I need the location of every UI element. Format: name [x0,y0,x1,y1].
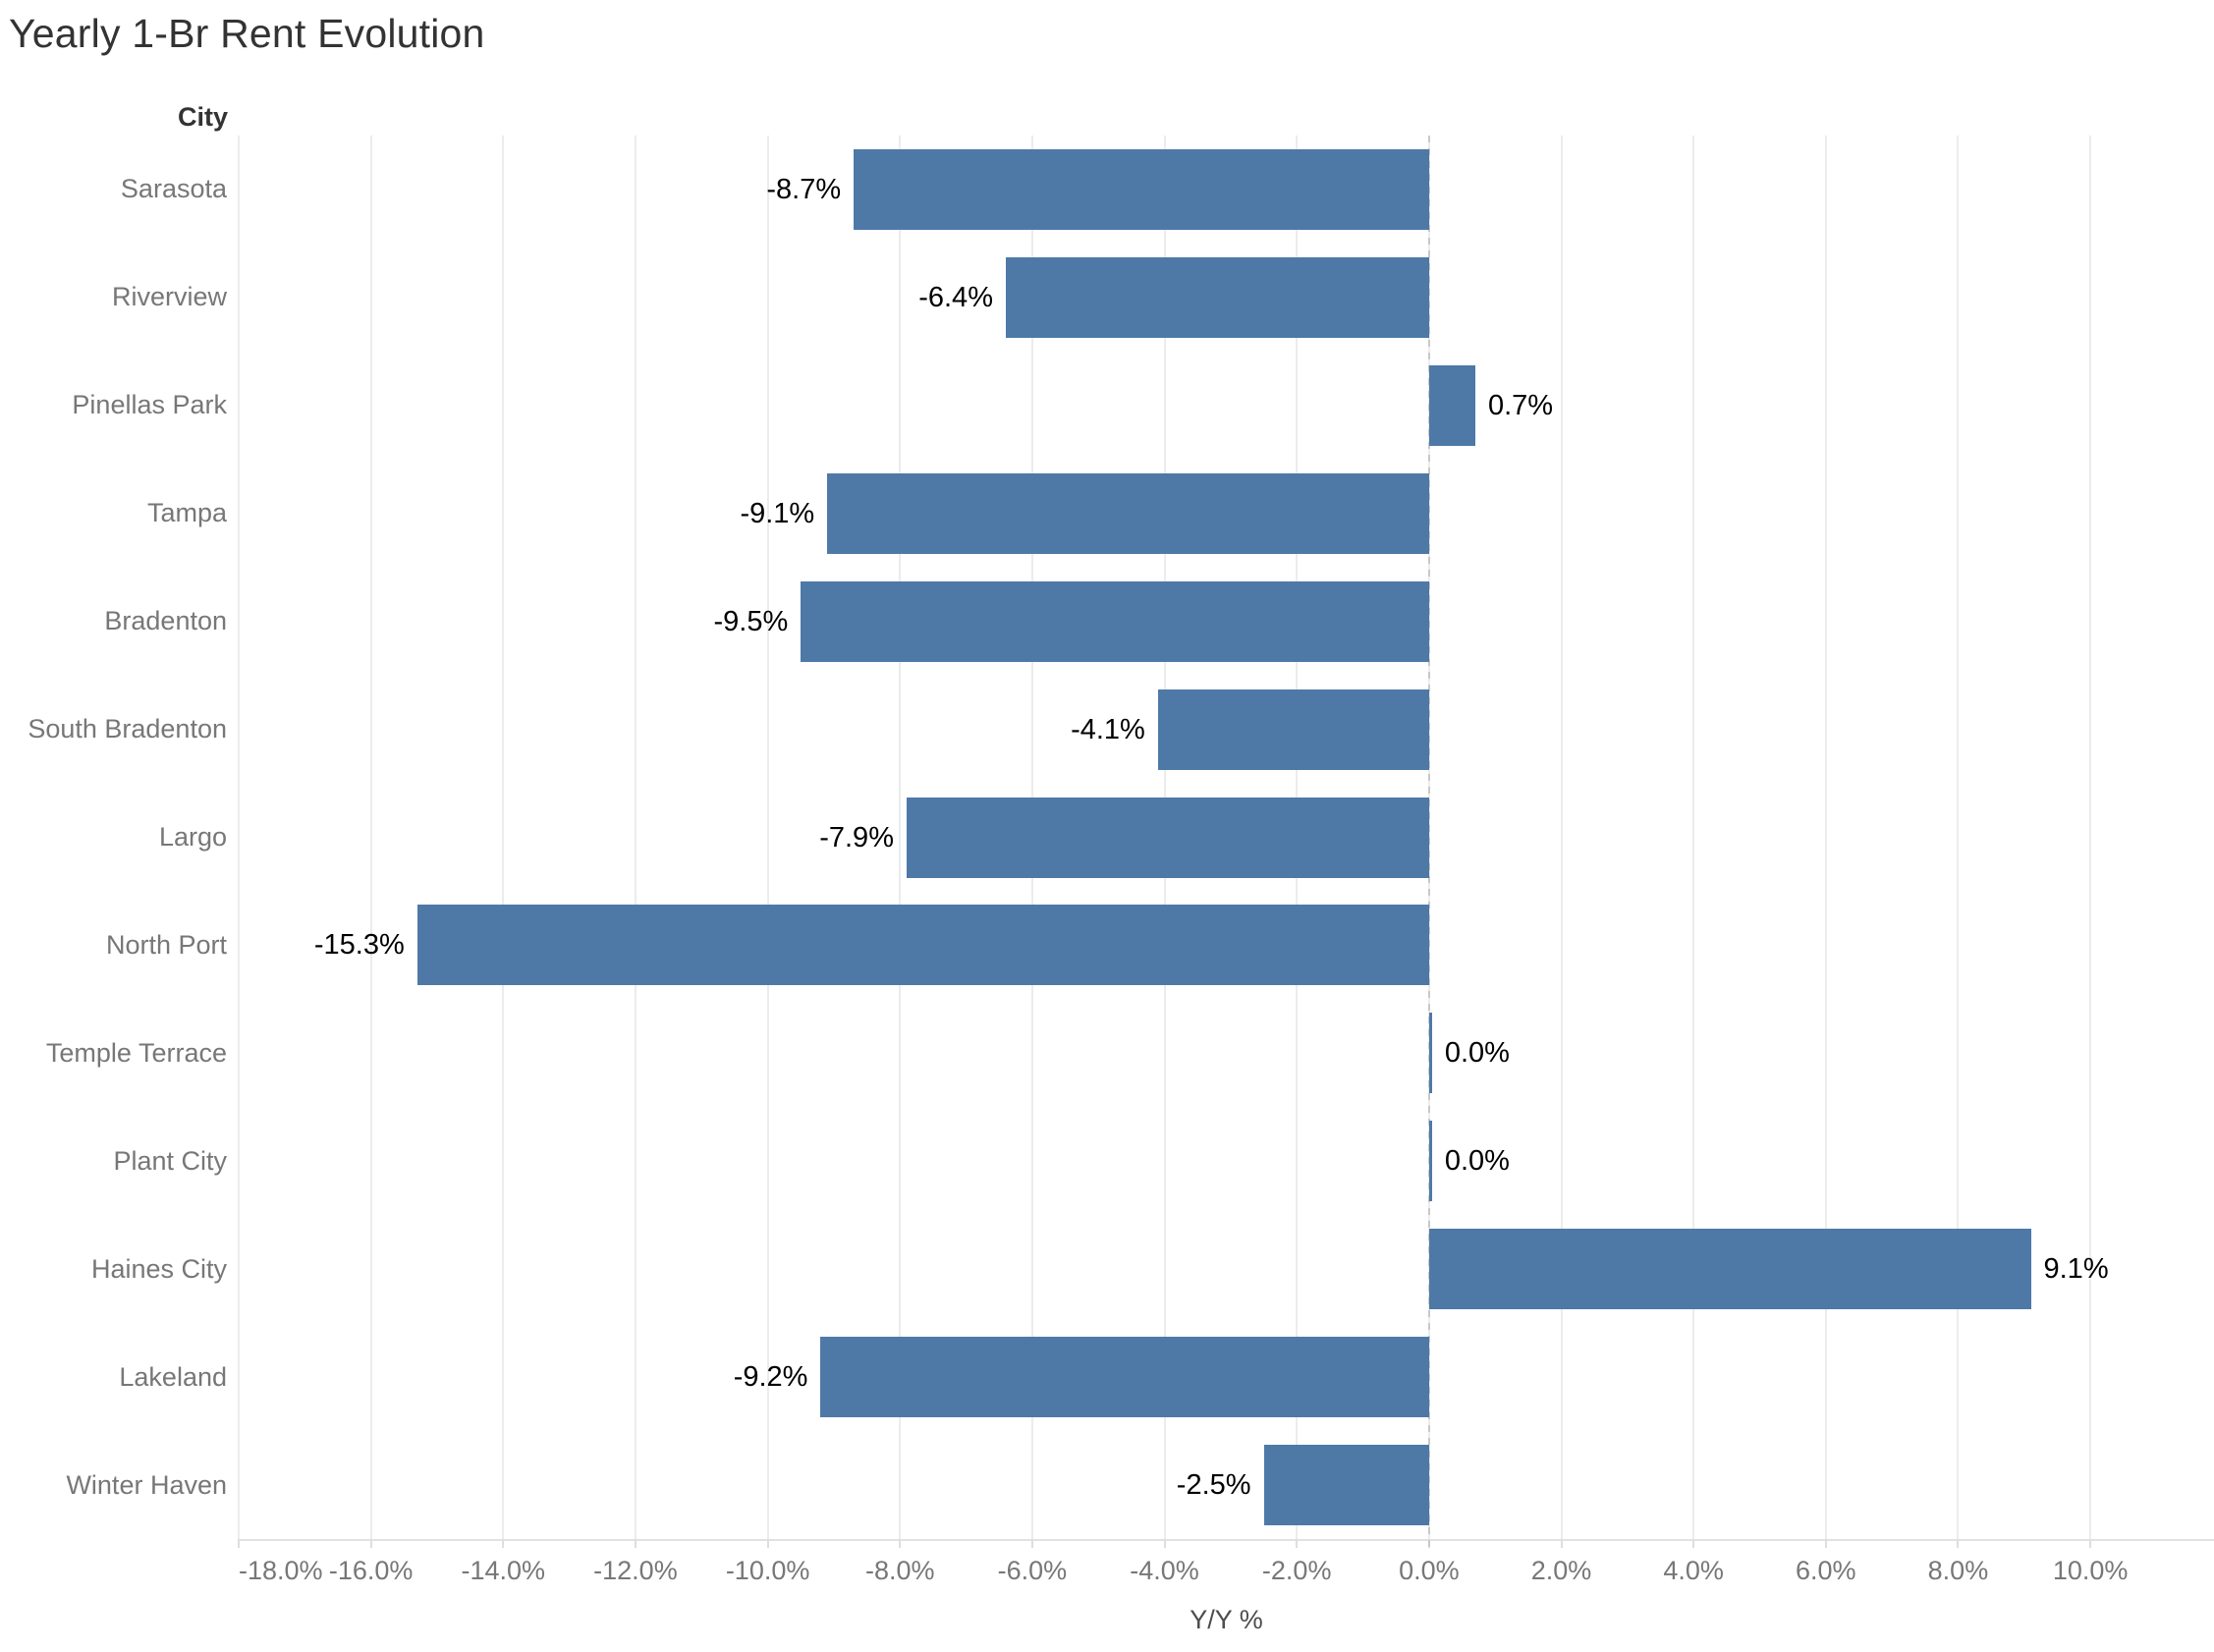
row-label-tampa: Tampa [146,498,227,528]
gridline [766,136,769,1539]
x-tick-label: -16.0% [328,1556,414,1585]
row-label-north-port: North Port [105,929,227,960]
tick-mark [766,1539,769,1548]
bar-temple-terrace[interactable] [1428,1013,1432,1094]
tick-mark [1560,1539,1563,1548]
value-label-haines-city: 9.1% [2043,1253,2109,1286]
x-tick-label: 0.0% [1399,1556,1460,1585]
gridline [1957,136,1960,1539]
bar-sarasota[interactable] [854,148,1429,230]
tick-mark [1692,1539,1695,1548]
value-label-pinellas-park: 0.7% [1487,389,1554,421]
value-label-largo: -7.9% [819,821,894,854]
x-tick-label: -4.0% [1130,1556,1199,1585]
row-label-haines-city: Haines City [90,1253,227,1284]
row-label-plant-city: Plant City [113,1145,227,1176]
gridline [1824,136,1827,1539]
gridline [2089,136,2092,1539]
tick-mark [899,1539,902,1548]
value-label-bradenton: -9.5% [713,605,789,637]
value-label-tampa: -9.1% [740,497,815,529]
plot-area: -18.0% -16.0% -14.0% -12.0% -10.0% -8.0% -6.0%… [238,136,2214,1585]
row-label-sarasota: Sarasota [120,174,227,204]
bar-lakeland[interactable] [820,1337,1429,1418]
tick-mark [1957,1539,1960,1548]
value-label-sarasota: -8.7% [766,173,842,205]
gridline [238,136,240,1539]
x-tick-label: -8.0% [864,1556,935,1585]
x-tick-label: 10.0% [2052,1556,2129,1585]
bar-haines-city[interactable] [1428,1229,2031,1310]
bar-plant-city[interactable] [1428,1121,1432,1202]
x-tick-label: -12.0% [593,1556,678,1585]
value-label-south-bradenton: -4.1% [1071,713,1145,745]
gridline [634,136,637,1539]
x-tick-label: 6.0% [1796,1556,1856,1585]
bar-pinellas-park[interactable] [1428,364,1475,446]
bar-winter-haven[interactable] [1263,1445,1429,1526]
tick-mark [1824,1539,1827,1548]
gridline [369,136,372,1539]
row-label-south-bradenton: South Bradenton [28,714,227,744]
row-label-winter-haven: Winter Haven [66,1469,227,1500]
x-tick-label: 2.0% [1530,1556,1592,1585]
gridline [502,136,505,1539]
tick-mark [1296,1539,1299,1548]
gridline [1692,136,1695,1539]
row-label-temple-terrace: Temple Terrace [45,1037,227,1068]
bar-riverview[interactable] [1005,256,1429,338]
tick-mark [1163,1539,1166,1548]
x-tick-label: -2.0% [1261,1556,1332,1585]
bar-south-bradenton[interactable] [1157,688,1429,770]
tick-mark [2089,1539,2092,1548]
row-label-lakeland: Lakeland [119,1361,227,1392]
tick-mark [238,1539,240,1548]
x-tick-label: -14.0% [461,1556,546,1585]
tick-mark [634,1539,637,1548]
tick-mark [1030,1539,1033,1548]
x-axis-title: Y/Y % [1190,1605,1263,1634]
value-label-north-port: -15.3% [313,929,405,962]
row-label-riverview: Riverview [111,282,227,312]
gridline [899,136,902,1539]
tick-mark [369,1539,372,1548]
x-tick-label: 8.0% [1927,1556,1989,1585]
x-tick-label: -6.0% [997,1556,1068,1585]
x-tick-label: -10.0% [725,1556,810,1585]
row-label-bradenton: Bradenton [104,606,227,636]
bar-tampa[interactable] [827,472,1429,554]
value-label-temple-terrace: 0.0% [1444,1037,1510,1070]
row-label-largo: Largo [158,821,227,852]
row-label-pinellas-park: Pinellas Park [72,390,227,420]
value-label-riverview: -6.4% [918,281,993,313]
row-axis-title: City [177,102,228,132]
value-label-lakeland: -9.2% [733,1361,808,1394]
chart-title: Yearly 1-Br Rent Evolution [9,11,485,56]
value-label-winter-haven: -2.5% [1176,1469,1251,1502]
tick-mark [502,1539,505,1548]
x-tick-label: 4.0% [1663,1556,1724,1585]
bar-bradenton[interactable] [801,580,1429,662]
zero-line [1427,136,1430,1548]
gridline [1560,136,1563,1539]
value-label-plant-city: 0.0% [1444,1145,1510,1178]
bar-largo[interactable] [906,797,1429,878]
x-tick-label: -18.0% [239,1556,323,1585]
bar-north-port[interactable] [416,905,1429,986]
